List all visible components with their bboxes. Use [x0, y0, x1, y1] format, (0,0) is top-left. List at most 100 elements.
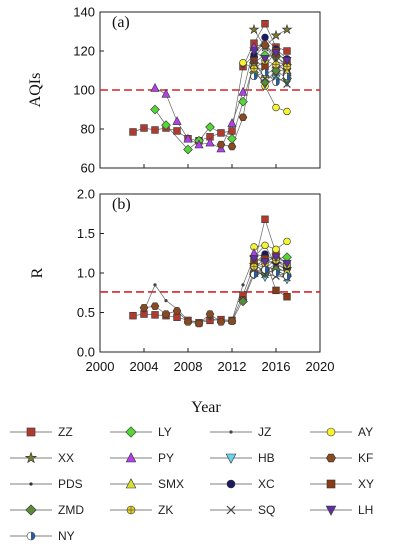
point-kf — [194, 319, 204, 328]
series-line-xc — [253, 36, 288, 60]
point-ly — [161, 120, 171, 130]
legend-marker-xc — [226, 479, 236, 489]
point-ay — [239, 58, 247, 67]
point-zmd — [238, 296, 248, 307]
point-xc — [261, 33, 269, 42]
point-ay — [272, 103, 280, 112]
point-zk — [283, 62, 291, 71]
point-ay — [272, 245, 280, 254]
series-line-sq — [253, 271, 288, 279]
point-kf — [227, 142, 237, 151]
legend-label: KF — [358, 451, 373, 465]
legend-label: LY — [158, 425, 172, 439]
point-lh — [260, 55, 270, 64]
y-tick-label: 120 — [73, 44, 95, 59]
legend-label: ZMD — [58, 503, 84, 517]
legend-marker-xx — [24, 451, 38, 464]
point-ny — [283, 72, 291, 81]
point-kf — [216, 318, 226, 326]
legend-item-kf: KF — [310, 451, 373, 465]
y-tick-label: 1.0 — [77, 266, 95, 281]
point-ay — [283, 107, 291, 116]
point-ly — [183, 144, 193, 155]
legend-marker-smx — [125, 478, 137, 489]
legend-label: PDS — [58, 477, 83, 491]
point-ay — [283, 237, 291, 246]
legend-marker-xy — [326, 479, 336, 489]
point-ly — [205, 122, 215, 132]
x-tick-label: 2008 — [174, 359, 203, 374]
legend-marker-zz — [26, 427, 36, 437]
x-tick-label: 2012 — [218, 359, 247, 374]
point-zk — [250, 64, 258, 73]
point-zz — [283, 47, 291, 55]
point-kf — [150, 302, 160, 310]
y-tick-label: 140 — [73, 5, 95, 20]
point-kf — [216, 140, 226, 149]
legend-label: PY — [158, 451, 174, 465]
point-sq — [283, 80, 291, 88]
legend-marker-jz — [229, 430, 233, 434]
legend-label: AY — [358, 425, 373, 439]
legend-item-zk: ZK — [110, 503, 173, 517]
point-zz — [129, 128, 137, 136]
series-line-xy — [253, 258, 288, 298]
series-line-smx — [253, 266, 288, 274]
point-zk — [272, 60, 280, 69]
x-tick-label: 2016 — [262, 359, 291, 374]
legend-marker-py — [125, 452, 137, 463]
legend-marker-sq — [226, 505, 236, 515]
point-ny — [261, 68, 269, 77]
point-lh — [260, 258, 270, 268]
series-line-zk — [253, 260, 288, 268]
legend-marker-pds — [29, 482, 33, 486]
x-tick-label: 2000 — [86, 359, 115, 374]
series-line-lh — [253, 50, 288, 62]
point-xy — [250, 57, 258, 65]
series-line-zmd — [253, 70, 288, 83]
y-tick-label: 0.0 — [77, 345, 95, 360]
point-kf — [205, 310, 215, 318]
legend-marker-lh — [325, 505, 337, 516]
y-tick-label: 2.0 — [77, 187, 95, 202]
point-xx — [248, 23, 260, 35]
legend-label: ZK — [158, 503, 173, 517]
point-py — [227, 118, 237, 127]
series-line-pds — [253, 60, 288, 75]
legend-item-zz: ZZ — [10, 425, 73, 439]
point-ly — [238, 96, 248, 107]
point-xy — [272, 286, 280, 295]
panel-b: 0.0 0.5 1.0 1.5 2.0 R (b) — [29, 187, 321, 360]
point-kf — [161, 310, 171, 318]
point-py — [150, 82, 160, 92]
legend-item-lh: LH — [310, 503, 373, 517]
point-ny — [283, 272, 291, 280]
point-py — [238, 86, 248, 96]
legend-label: XC — [258, 477, 275, 491]
legend-item-xy: XY — [310, 477, 374, 491]
legend-label: ZZ — [58, 425, 73, 439]
legend-marker-kf — [326, 453, 336, 463]
point-zz — [261, 19, 269, 28]
legend-item-pds: PDS — [10, 477, 83, 491]
series-line-ny — [253, 72, 288, 83]
point-lh — [271, 253, 281, 263]
point-kf — [238, 113, 248, 121]
legend-item-jz: JZ — [210, 425, 271, 439]
point-py — [161, 88, 171, 98]
y-tick-label: 1.5 — [77, 226, 95, 241]
point-lh — [249, 255, 259, 264]
point-zz — [261, 215, 269, 223]
legend-label: NY — [58, 529, 75, 543]
point-zz — [173, 127, 181, 135]
panel-a: 60 80 100 120 140 AQIs (a) — [27, 5, 321, 176]
point-kf — [183, 318, 193, 326]
legend-marker-hb — [225, 453, 237, 464]
point-sq — [272, 72, 280, 81]
x-axis-title: Year — [191, 399, 221, 416]
point-zz — [151, 126, 159, 134]
series-line-ay — [253, 241, 288, 250]
point-py — [194, 139, 204, 149]
